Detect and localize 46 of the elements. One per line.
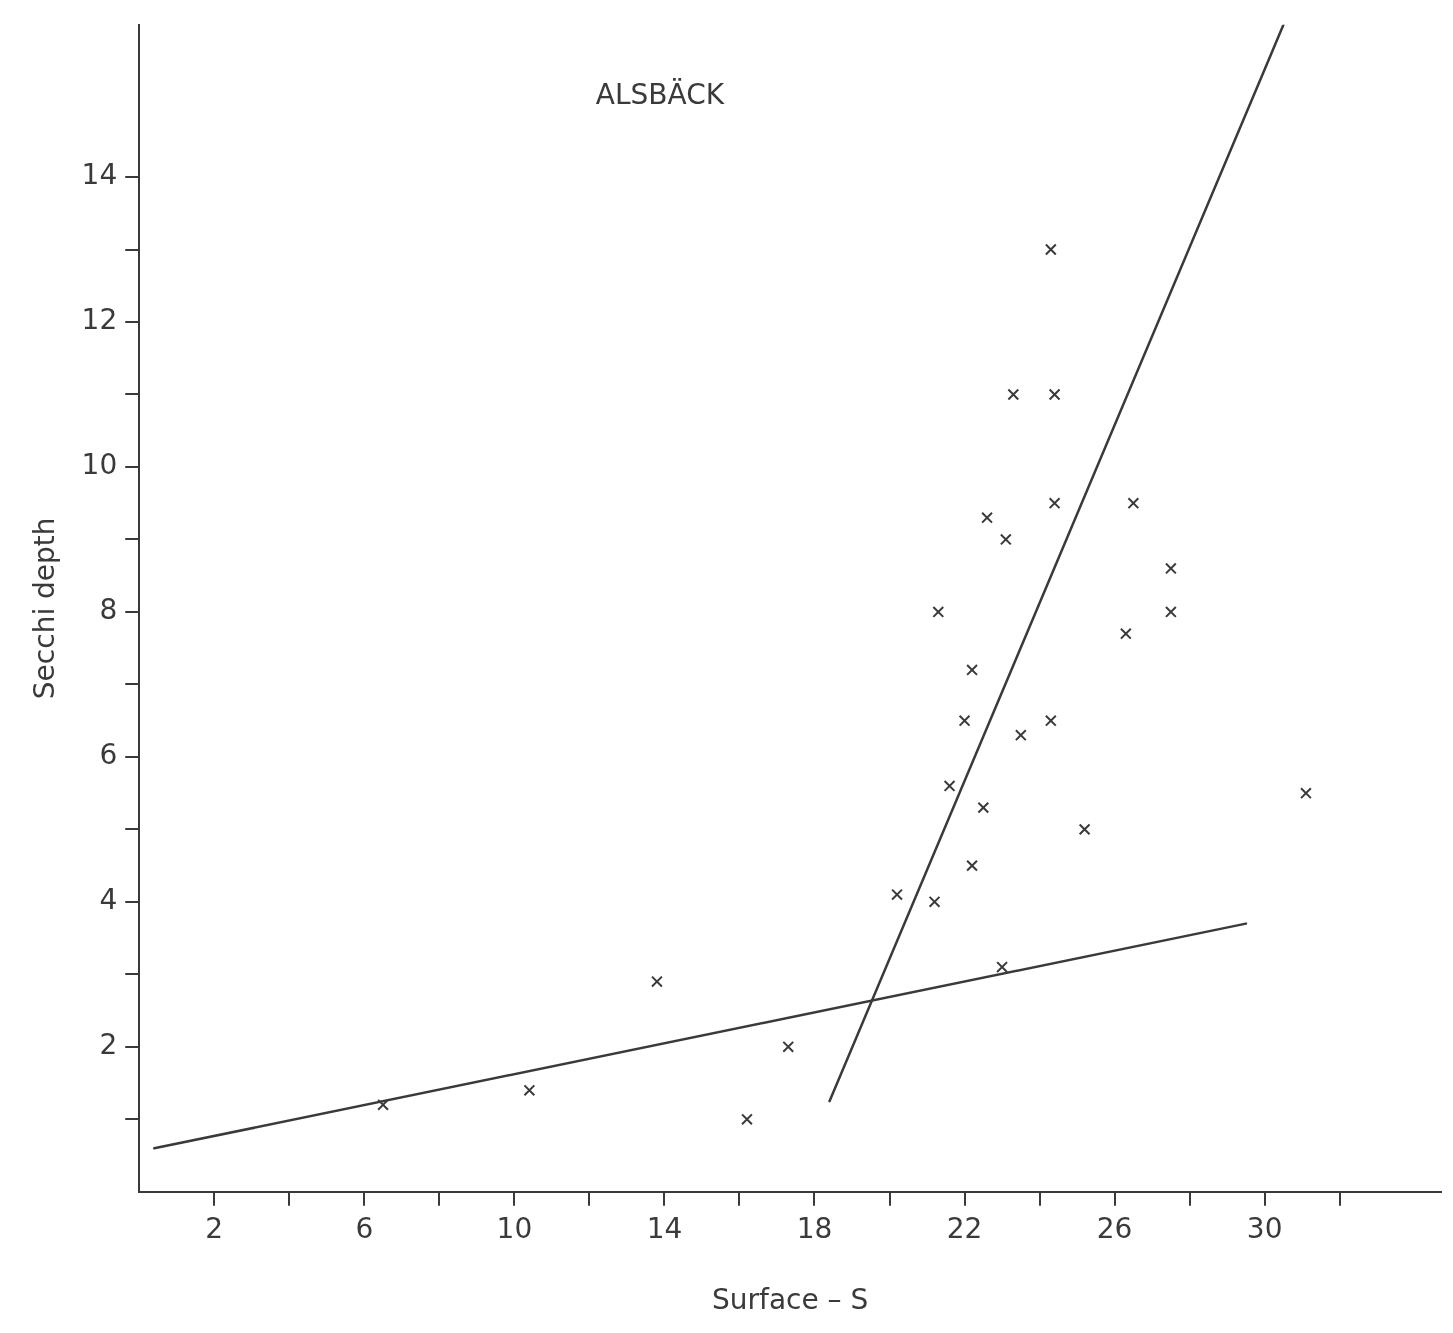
point bbox=[1048, 388, 1061, 401]
point bbox=[1119, 627, 1132, 640]
x-axis-title: Surface – S bbox=[711, 1283, 869, 1317]
point bbox=[999, 533, 1012, 546]
y-tick-label: 4 bbox=[99, 883, 118, 917]
point bbox=[932, 605, 945, 618]
x-tick-label: 18 bbox=[796, 1211, 833, 1245]
point bbox=[1127, 497, 1140, 510]
point bbox=[1164, 605, 1177, 618]
text: ALSBÄCK bbox=[595, 78, 725, 112]
point bbox=[1007, 388, 1020, 401]
x-tick-label: 26 bbox=[1096, 1211, 1133, 1245]
point bbox=[966, 663, 979, 676]
point bbox=[1014, 729, 1027, 742]
y-tick-label: 10 bbox=[81, 448, 118, 482]
x-tick-label: 22 bbox=[946, 1211, 983, 1245]
point bbox=[523, 1084, 536, 1097]
y-axis-title: Secchi depth bbox=[28, 517, 62, 700]
point bbox=[928, 895, 941, 908]
point bbox=[996, 961, 1009, 974]
y-tick-label: 12 bbox=[81, 303, 118, 337]
point bbox=[1300, 787, 1312, 800]
point bbox=[782, 1040, 795, 1053]
point bbox=[650, 975, 663, 988]
x-tick-label: 14 bbox=[646, 1211, 683, 1245]
point bbox=[1048, 497, 1061, 510]
point bbox=[1044, 243, 1057, 256]
y-tick-label: 14 bbox=[81, 158, 118, 192]
point bbox=[958, 714, 971, 727]
point bbox=[977, 801, 990, 814]
point bbox=[741, 1113, 753, 1126]
x-tick-label: 6 bbox=[355, 1211, 374, 1245]
point bbox=[1078, 823, 1091, 836]
y-tick-label: 8 bbox=[99, 593, 118, 627]
point bbox=[966, 859, 979, 872]
y-tick-label: 6 bbox=[99, 738, 118, 772]
x-tick-label: 30 bbox=[1246, 1211, 1283, 1245]
x-tick-label: 2 bbox=[205, 1211, 224, 1245]
point bbox=[1164, 562, 1177, 575]
point bbox=[943, 779, 956, 792]
point bbox=[891, 888, 903, 901]
point bbox=[377, 1098, 390, 1111]
point bbox=[1044, 714, 1057, 727]
point bbox=[981, 511, 994, 524]
x-tick-label: 10 bbox=[496, 1211, 533, 1245]
y-tick-label: 2 bbox=[99, 1028, 118, 1062]
